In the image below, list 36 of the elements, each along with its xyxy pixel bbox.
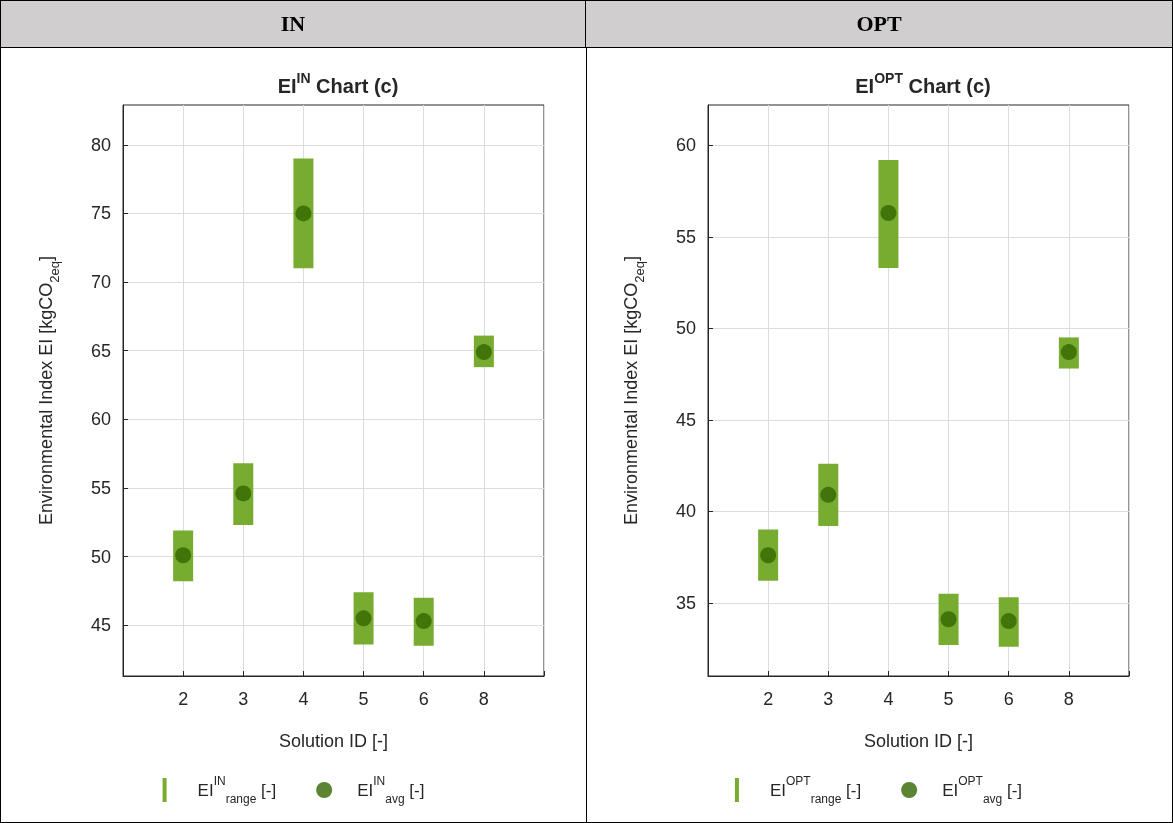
y-tick-label: 60 [90,409,111,430]
bar [878,159,899,268]
x-axis-title: Solution ID [-] [278,731,389,751]
y-tick-label: 50 [675,318,696,339]
y-tick-label: 50 [90,546,111,567]
chart-title: OPT [586,1,1172,48]
x-tick-label: 5 [943,689,954,709]
x-tick-label: 8 [1063,689,1074,709]
y-tick-label: 45 [675,409,696,430]
x-tick-label: 5 [358,689,369,709]
y-tick-label: 35 [675,592,696,613]
y-tick-label: 40 [675,501,696,522]
y-tick-label: 55 [675,226,696,247]
x-tick-label: 3 [823,689,834,709]
y-axis-title: Environmental Index EI [kgCO2eq] [621,256,647,525]
x-tick-label: 6 [1003,689,1014,709]
y-tick-label: 45 [90,615,111,636]
x-tick-label: 4 [298,689,309,709]
y-tick-label: 80 [90,134,111,155]
chart-title: IN [1,1,586,48]
point [295,205,312,222]
x-tick-label: 3 [238,689,249,709]
x-tick-label: 6 [418,689,429,709]
y-tick-label: 75 [90,203,111,224]
y-tick-label: 65 [90,340,111,361]
x-tick-label: 2 [178,689,189,709]
y-tick-label: 70 [90,272,111,293]
y-axis-title: Environmental Index EI [kgCO2eq] [36,256,62,525]
x-tick-label: 8 [478,689,489,709]
y-tick-label: 55 [90,477,111,498]
bar [293,158,314,269]
x-tick-label: 4 [883,689,894,709]
point [880,204,897,221]
x-axis-title: Solution ID [-] [863,731,974,751]
y-tick-label: 60 [675,135,696,156]
x-tick-label: 2 [763,689,774,709]
